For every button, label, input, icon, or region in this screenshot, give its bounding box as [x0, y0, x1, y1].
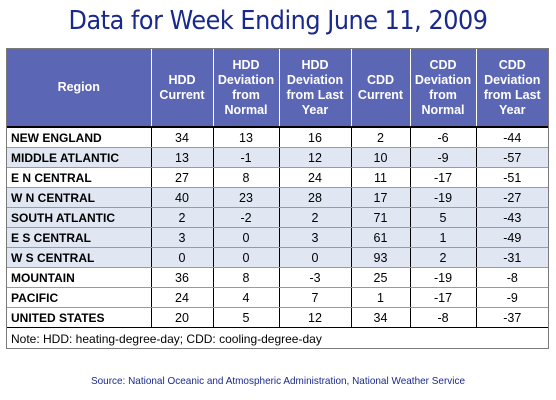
value-cell: -6: [410, 127, 477, 148]
value-cell: -17: [410, 287, 477, 308]
value-cell: 2: [351, 127, 411, 148]
value-cell: 25: [351, 267, 411, 288]
header-cdd-dev-last-year: CDD Deviation from Last Year: [476, 49, 548, 128]
value-cell: 13: [213, 127, 280, 148]
value-cell: 24: [279, 167, 352, 188]
region-cell: UNITED STATES: [7, 307, 152, 328]
header-hdd-dev-last-year: HDD Deviation from Last Year: [279, 49, 352, 128]
table-row: UNITED STATES 20 5 12 34 -8 -37: [7, 307, 548, 328]
value-cell: 20: [151, 307, 214, 328]
value-cell: 36: [151, 267, 214, 288]
value-cell: -8: [476, 267, 548, 288]
value-cell: 3: [151, 227, 214, 248]
data-table-frame: Region HDD Current HDD Deviation from No…: [6, 48, 549, 349]
value-cell: 3: [279, 227, 352, 248]
header-hdd-dev-normal: HDD Deviation from Normal: [213, 49, 280, 128]
page-title: Data for Week Ending June 11, 2009: [68, 6, 488, 36]
value-cell: -3: [279, 267, 352, 288]
region-cell: MIDDLE ATLANTIC: [7, 147, 152, 168]
value-cell: 11: [351, 167, 411, 188]
table-row: MOUNTAIN 36 8 -3 25 -19 -8: [7, 267, 548, 288]
value-cell: 93: [351, 247, 411, 268]
table-row: SOUTH ATLANTIC 2 -2 2 71 5 -43: [7, 207, 548, 228]
value-cell: -49: [476, 227, 548, 248]
value-cell: -2: [213, 207, 280, 228]
header-cdd-dev-normal: CDD Deviation from Normal: [410, 49, 477, 128]
table-row: MIDDLE ATLANTIC 13 -1 12 10 -9 -57: [7, 147, 548, 168]
value-cell: 0: [279, 247, 352, 268]
region-cell: E N CENTRAL: [7, 167, 152, 188]
value-cell: -37: [476, 307, 548, 328]
table-row: E S CENTRAL 3 0 3 61 1 -49: [7, 227, 548, 248]
value-cell: 10: [351, 147, 411, 168]
value-cell: 0: [213, 227, 280, 248]
value-cell: -57: [476, 147, 548, 168]
value-cell: 17: [351, 187, 411, 208]
value-cell: -9: [410, 147, 477, 168]
value-cell: 24: [151, 287, 214, 308]
value-cell: 40: [151, 187, 214, 208]
header-cdd-current: CDD Current: [351, 49, 411, 128]
source-credit: Source: National Oceanic and Atmospheric…: [90, 375, 466, 387]
value-cell: 2: [151, 207, 214, 228]
header-region: Region: [7, 49, 152, 128]
region-cell: E S CENTRAL: [7, 227, 152, 248]
table-body: NEW ENGLAND 34 13 16 2 -6 -44 MIDDLE ATLANTIC 13…: [7, 127, 548, 328]
value-cell: 12: [279, 147, 352, 168]
value-cell: 13: [151, 147, 214, 168]
value-cell: -51: [476, 167, 548, 188]
table-row: PACIFIC 24 4 7 1 -17 -9: [7, 287, 548, 308]
region-cell: W N CENTRAL: [7, 187, 152, 208]
value-cell: 71: [351, 207, 411, 228]
value-cell: -19: [410, 267, 477, 288]
value-cell: 16: [279, 127, 352, 148]
table-note: Note: HDD: heating-degree-day; CDD: cool…: [11, 332, 322, 346]
value-cell: 2: [410, 247, 477, 268]
table-row: W S CENTRAL 0 0 0 93 2 -31: [7, 247, 548, 268]
value-cell: -31: [476, 247, 548, 268]
value-cell: -44: [476, 127, 548, 148]
region-cell: PACIFIC: [7, 287, 152, 308]
table-row: E N CENTRAL 27 8 24 11 -17 -51: [7, 167, 548, 188]
region-cell: MOUNTAIN: [7, 267, 152, 288]
value-cell: -17: [410, 167, 477, 188]
value-cell: 28: [279, 187, 352, 208]
value-cell: 8: [213, 267, 280, 288]
value-cell: 23: [213, 187, 280, 208]
region-cell: W S CENTRAL: [7, 247, 152, 268]
value-cell: 0: [213, 247, 280, 268]
value-cell: -27: [476, 187, 548, 208]
table-header-row: Region HDD Current HDD Deviation from No…: [7, 49, 548, 128]
value-cell: 1: [351, 287, 411, 308]
table-row: W N CENTRAL 40 23 28 17 -19 -27: [7, 187, 548, 208]
region-cell: NEW ENGLAND: [7, 127, 152, 148]
value-cell: -43: [476, 207, 548, 228]
value-cell: 34: [351, 307, 411, 328]
header-hdd-current: HDD Current: [151, 49, 214, 128]
value-cell: 27: [151, 167, 214, 188]
degree-day-table: Region HDD Current HDD Deviation from No…: [7, 49, 548, 328]
value-cell: -19: [410, 187, 477, 208]
value-cell: 61: [351, 227, 411, 248]
value-cell: -1: [213, 147, 280, 168]
value-cell: -8: [410, 307, 477, 328]
value-cell: 5: [213, 307, 280, 328]
value-cell: 34: [151, 127, 214, 148]
value-cell: 12: [279, 307, 352, 328]
value-cell: 5: [410, 207, 477, 228]
value-cell: 7: [279, 287, 352, 308]
value-cell: 1: [410, 227, 477, 248]
value-cell: -9: [476, 287, 548, 308]
value-cell: 2: [279, 207, 352, 228]
table-row: NEW ENGLAND 34 13 16 2 -6 -44: [7, 127, 548, 148]
region-cell: SOUTH ATLANTIC: [7, 207, 152, 228]
value-cell: 4: [213, 287, 280, 308]
value-cell: 8: [213, 167, 280, 188]
value-cell: 0: [151, 247, 214, 268]
